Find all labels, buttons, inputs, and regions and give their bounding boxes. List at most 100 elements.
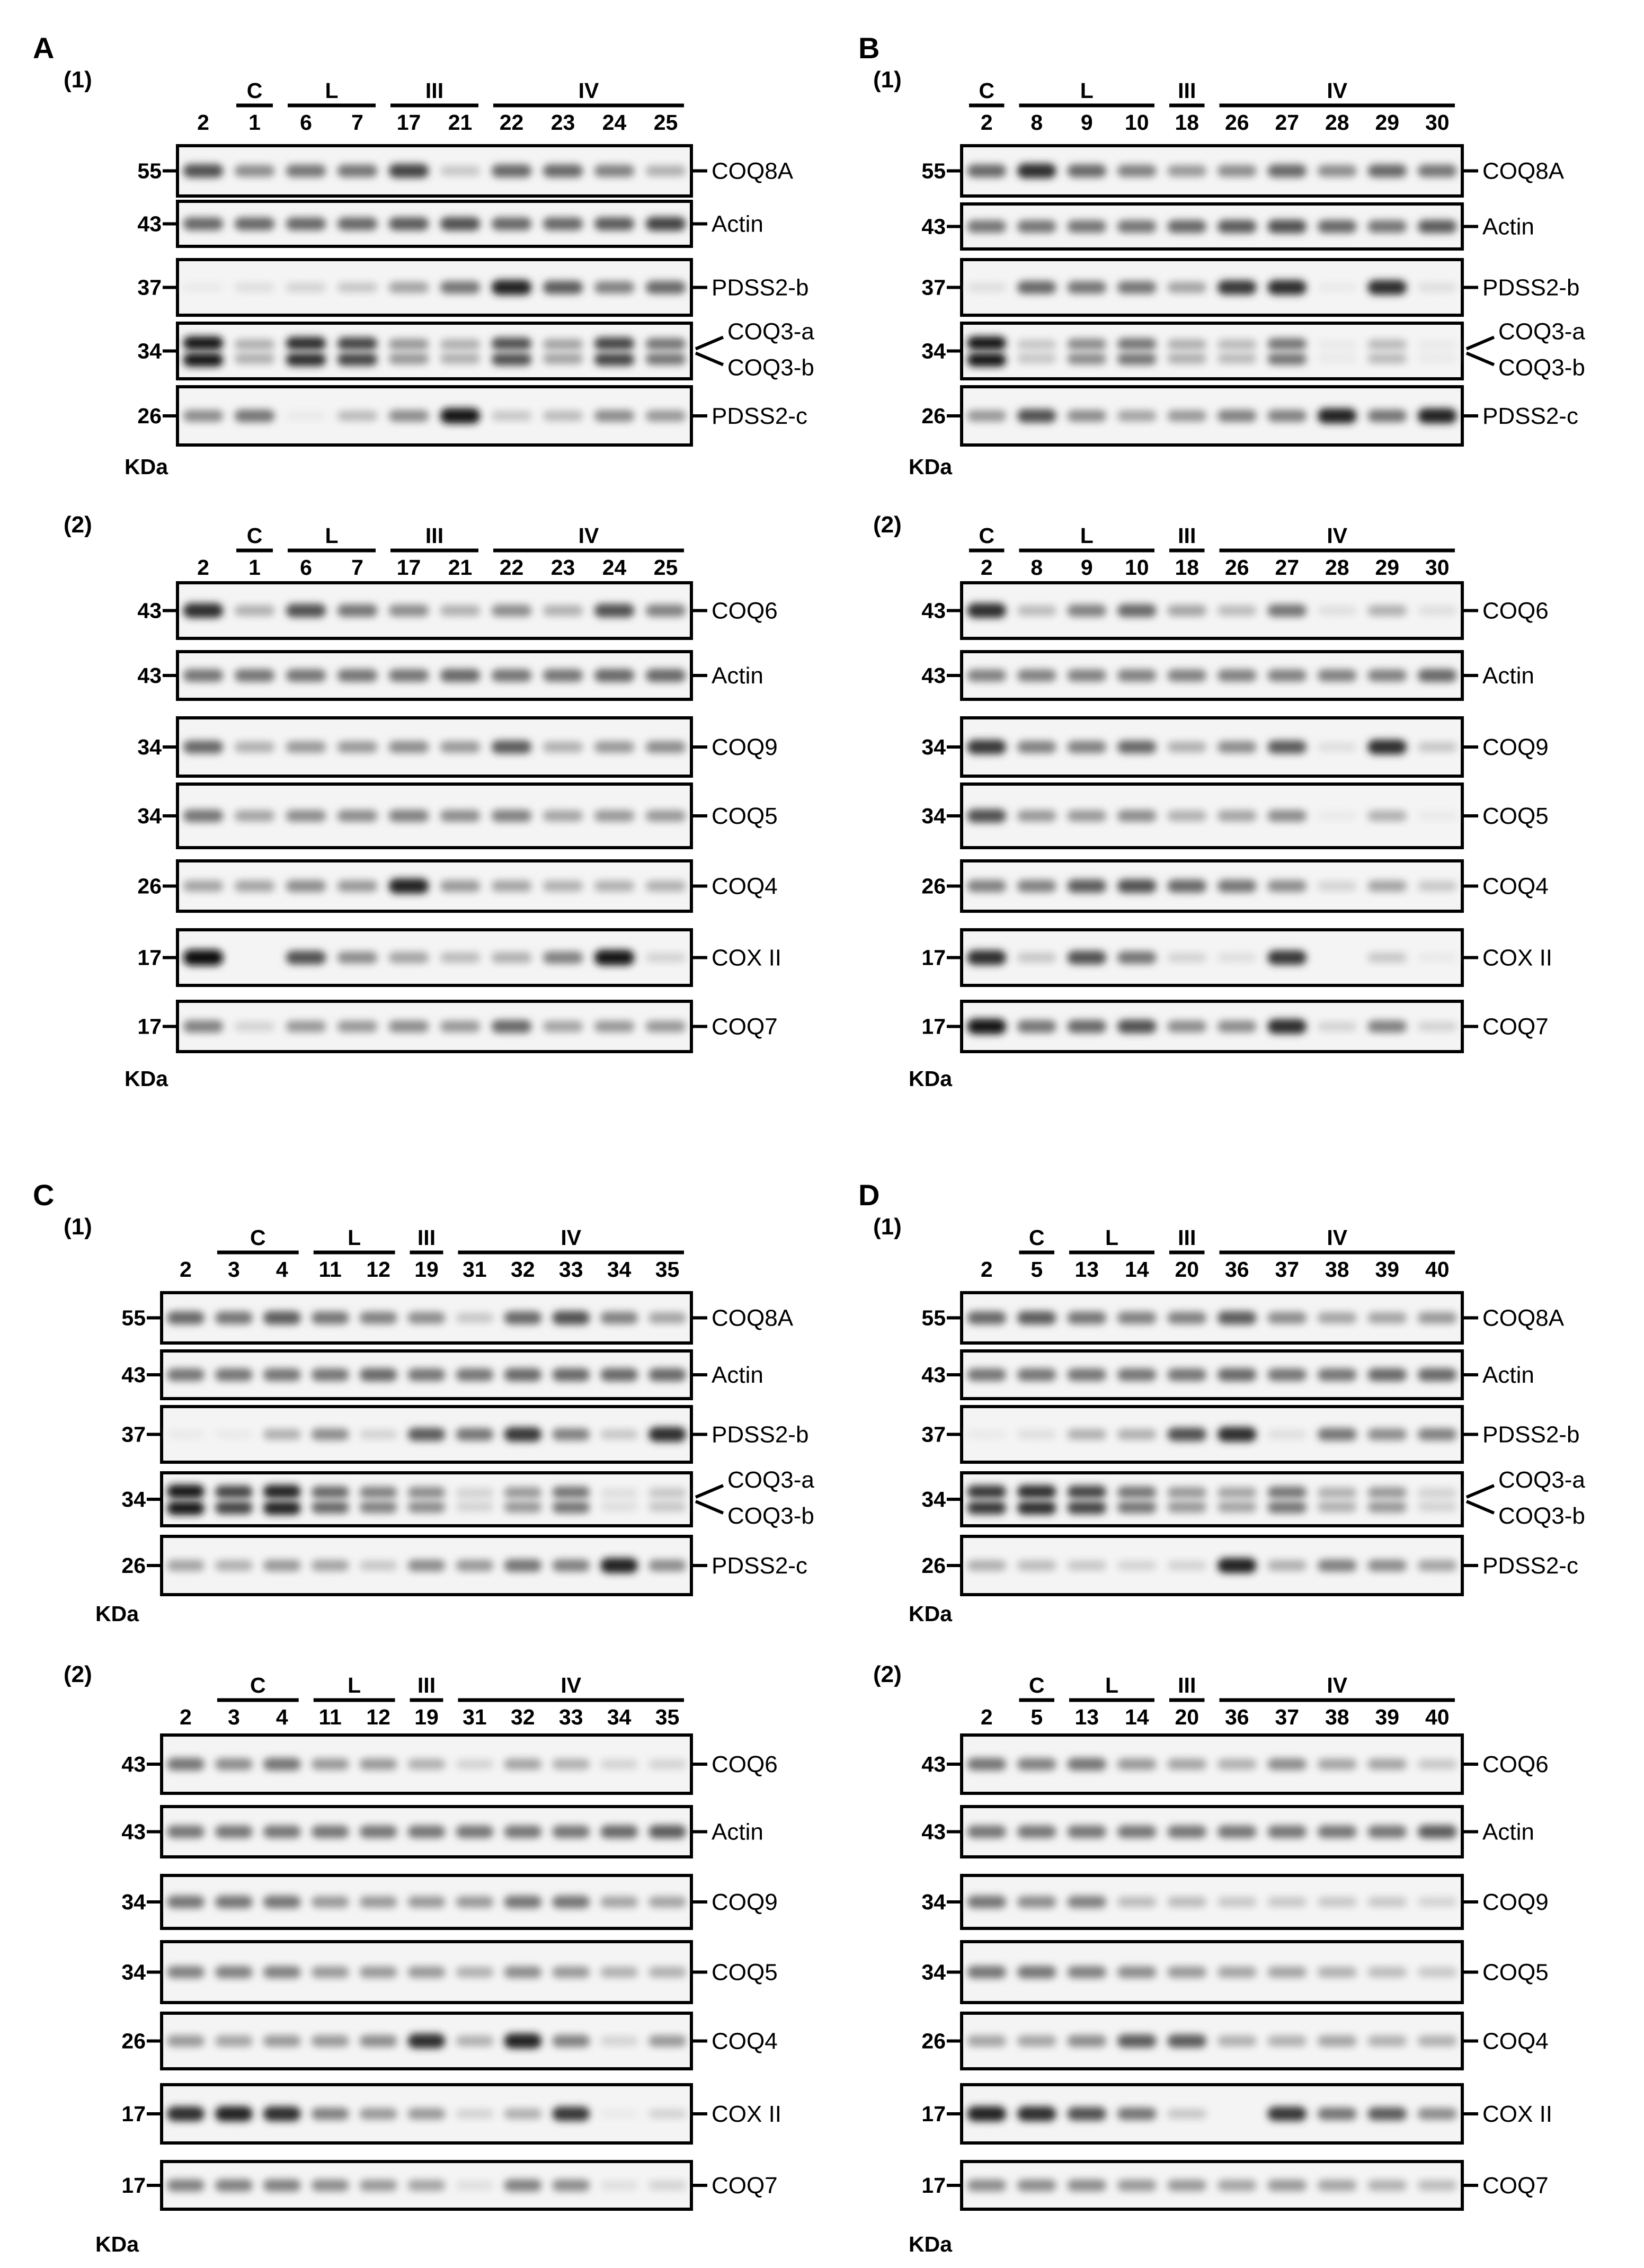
band: [648, 2035, 686, 2047]
protein-label-coq3-a: COQ3-a: [1498, 1467, 1585, 1493]
blot-pdss2-c: 26 PDSS2-c: [921, 385, 1578, 447]
band: [311, 1311, 349, 1324]
band: [600, 1429, 638, 1439]
band: [1117, 1019, 1157, 1034]
band: [543, 411, 583, 421]
group-label-l: L: [348, 1673, 361, 1697]
lane-label: 36: [1225, 1257, 1249, 1282]
band: [234, 410, 275, 422]
label-tick: [1465, 335, 1495, 351]
band: [1217, 1758, 1257, 1770]
band: [1317, 220, 1357, 233]
group-label-iv: IV: [579, 78, 599, 103]
band-upper: [1317, 340, 1357, 350]
band: [543, 880, 583, 892]
band: [600, 1967, 638, 1978]
lane-label: 18: [1175, 110, 1199, 135]
band-upper: [1417, 340, 1457, 350]
blot-coq9: 34 COQ9: [137, 716, 778, 778]
band: [263, 1896, 301, 1908]
band-lower: [167, 1501, 205, 1515]
band: [1317, 2180, 1357, 2191]
band: [1117, 165, 1157, 177]
band: [359, 1560, 397, 1571]
protein-label: Actin: [712, 1362, 763, 1388]
band: [1167, 410, 1207, 422]
band: [388, 878, 429, 894]
band: [504, 1559, 542, 1572]
kda-label: KDa: [909, 455, 953, 479]
lane-label: 28: [1325, 110, 1349, 135]
lane-label: 2: [981, 110, 993, 135]
band-lower: [234, 353, 275, 364]
band: [600, 1759, 638, 1769]
band: [1167, 1560, 1207, 1571]
band: [1267, 2106, 1307, 2121]
band: [1417, 164, 1457, 177]
protein-label: COQ7: [1482, 1014, 1549, 1040]
band-upper: [407, 1487, 446, 1498]
group-label-iii: III: [1178, 523, 1196, 548]
band: [167, 1430, 205, 1439]
mw-label: 34: [921, 339, 946, 363]
band: [1217, 1897, 1257, 1907]
band: [359, 1896, 397, 1908]
band: [1167, 1427, 1207, 1442]
band: [1317, 1967, 1357, 1978]
band: [1317, 606, 1357, 616]
mw-label: 43: [921, 1752, 946, 1776]
lane-label: 22: [500, 555, 524, 580]
band: [1317, 1428, 1357, 1441]
lane-label: 39: [1375, 1257, 1399, 1282]
band: [388, 604, 429, 617]
band: [215, 1896, 253, 1908]
mw-label: 43: [137, 212, 162, 236]
mw-label: 34: [121, 1487, 146, 1511]
mw-label: 26: [121, 1553, 146, 1578]
band: [1317, 165, 1357, 177]
band-lower: [648, 1501, 686, 1512]
band: [1367, 1825, 1407, 1838]
panel-label: D: [858, 1178, 879, 1212]
band: [648, 2180, 686, 2191]
group-label-iii: III: [1178, 78, 1196, 103]
blot-coq5: 34 COQ5: [137, 782, 778, 849]
band: [552, 2035, 590, 2047]
band: [491, 1020, 532, 1033]
mw-label: 43: [121, 1820, 146, 1844]
group-label-c: C: [1029, 1225, 1045, 1250]
band: [234, 282, 275, 292]
band: [967, 880, 1007, 892]
protein-label: COQ8A: [712, 158, 794, 184]
protein-label: Actin: [1482, 663, 1534, 689]
band: [1217, 1368, 1257, 1382]
band: [504, 1896, 542, 1908]
protein-label: PDSS2-b: [1482, 275, 1579, 301]
group-label-c: C: [247, 78, 263, 103]
group-label-l: L: [325, 523, 338, 548]
band: [388, 741, 429, 753]
band: [337, 282, 378, 292]
label-tick: [695, 1484, 724, 1499]
lane-label: 37: [1275, 1257, 1299, 1282]
band: [311, 1428, 349, 1440]
protein-label: Actin: [712, 663, 763, 689]
group-label-iv: IV: [1327, 1673, 1347, 1697]
band: [234, 810, 275, 822]
blot-pdss2-c: 26 PDSS2-c: [137, 385, 807, 447]
mw-label: 34: [921, 1890, 946, 1914]
band: [1017, 605, 1056, 616]
group-label-l: L: [1080, 78, 1094, 103]
band: [215, 1430, 253, 1439]
band: [215, 2179, 253, 2192]
band: [1317, 1825, 1357, 1838]
lane-label: 25: [654, 555, 678, 580]
band: [552, 1311, 590, 1325]
band-lower: [1367, 1501, 1407, 1513]
band-lower: [337, 353, 378, 366]
band: [648, 1759, 686, 1769]
band: [1017, 220, 1056, 233]
band: [286, 741, 326, 753]
band: [407, 1966, 446, 1978]
protein-label: COQ4: [712, 2029, 778, 2054]
